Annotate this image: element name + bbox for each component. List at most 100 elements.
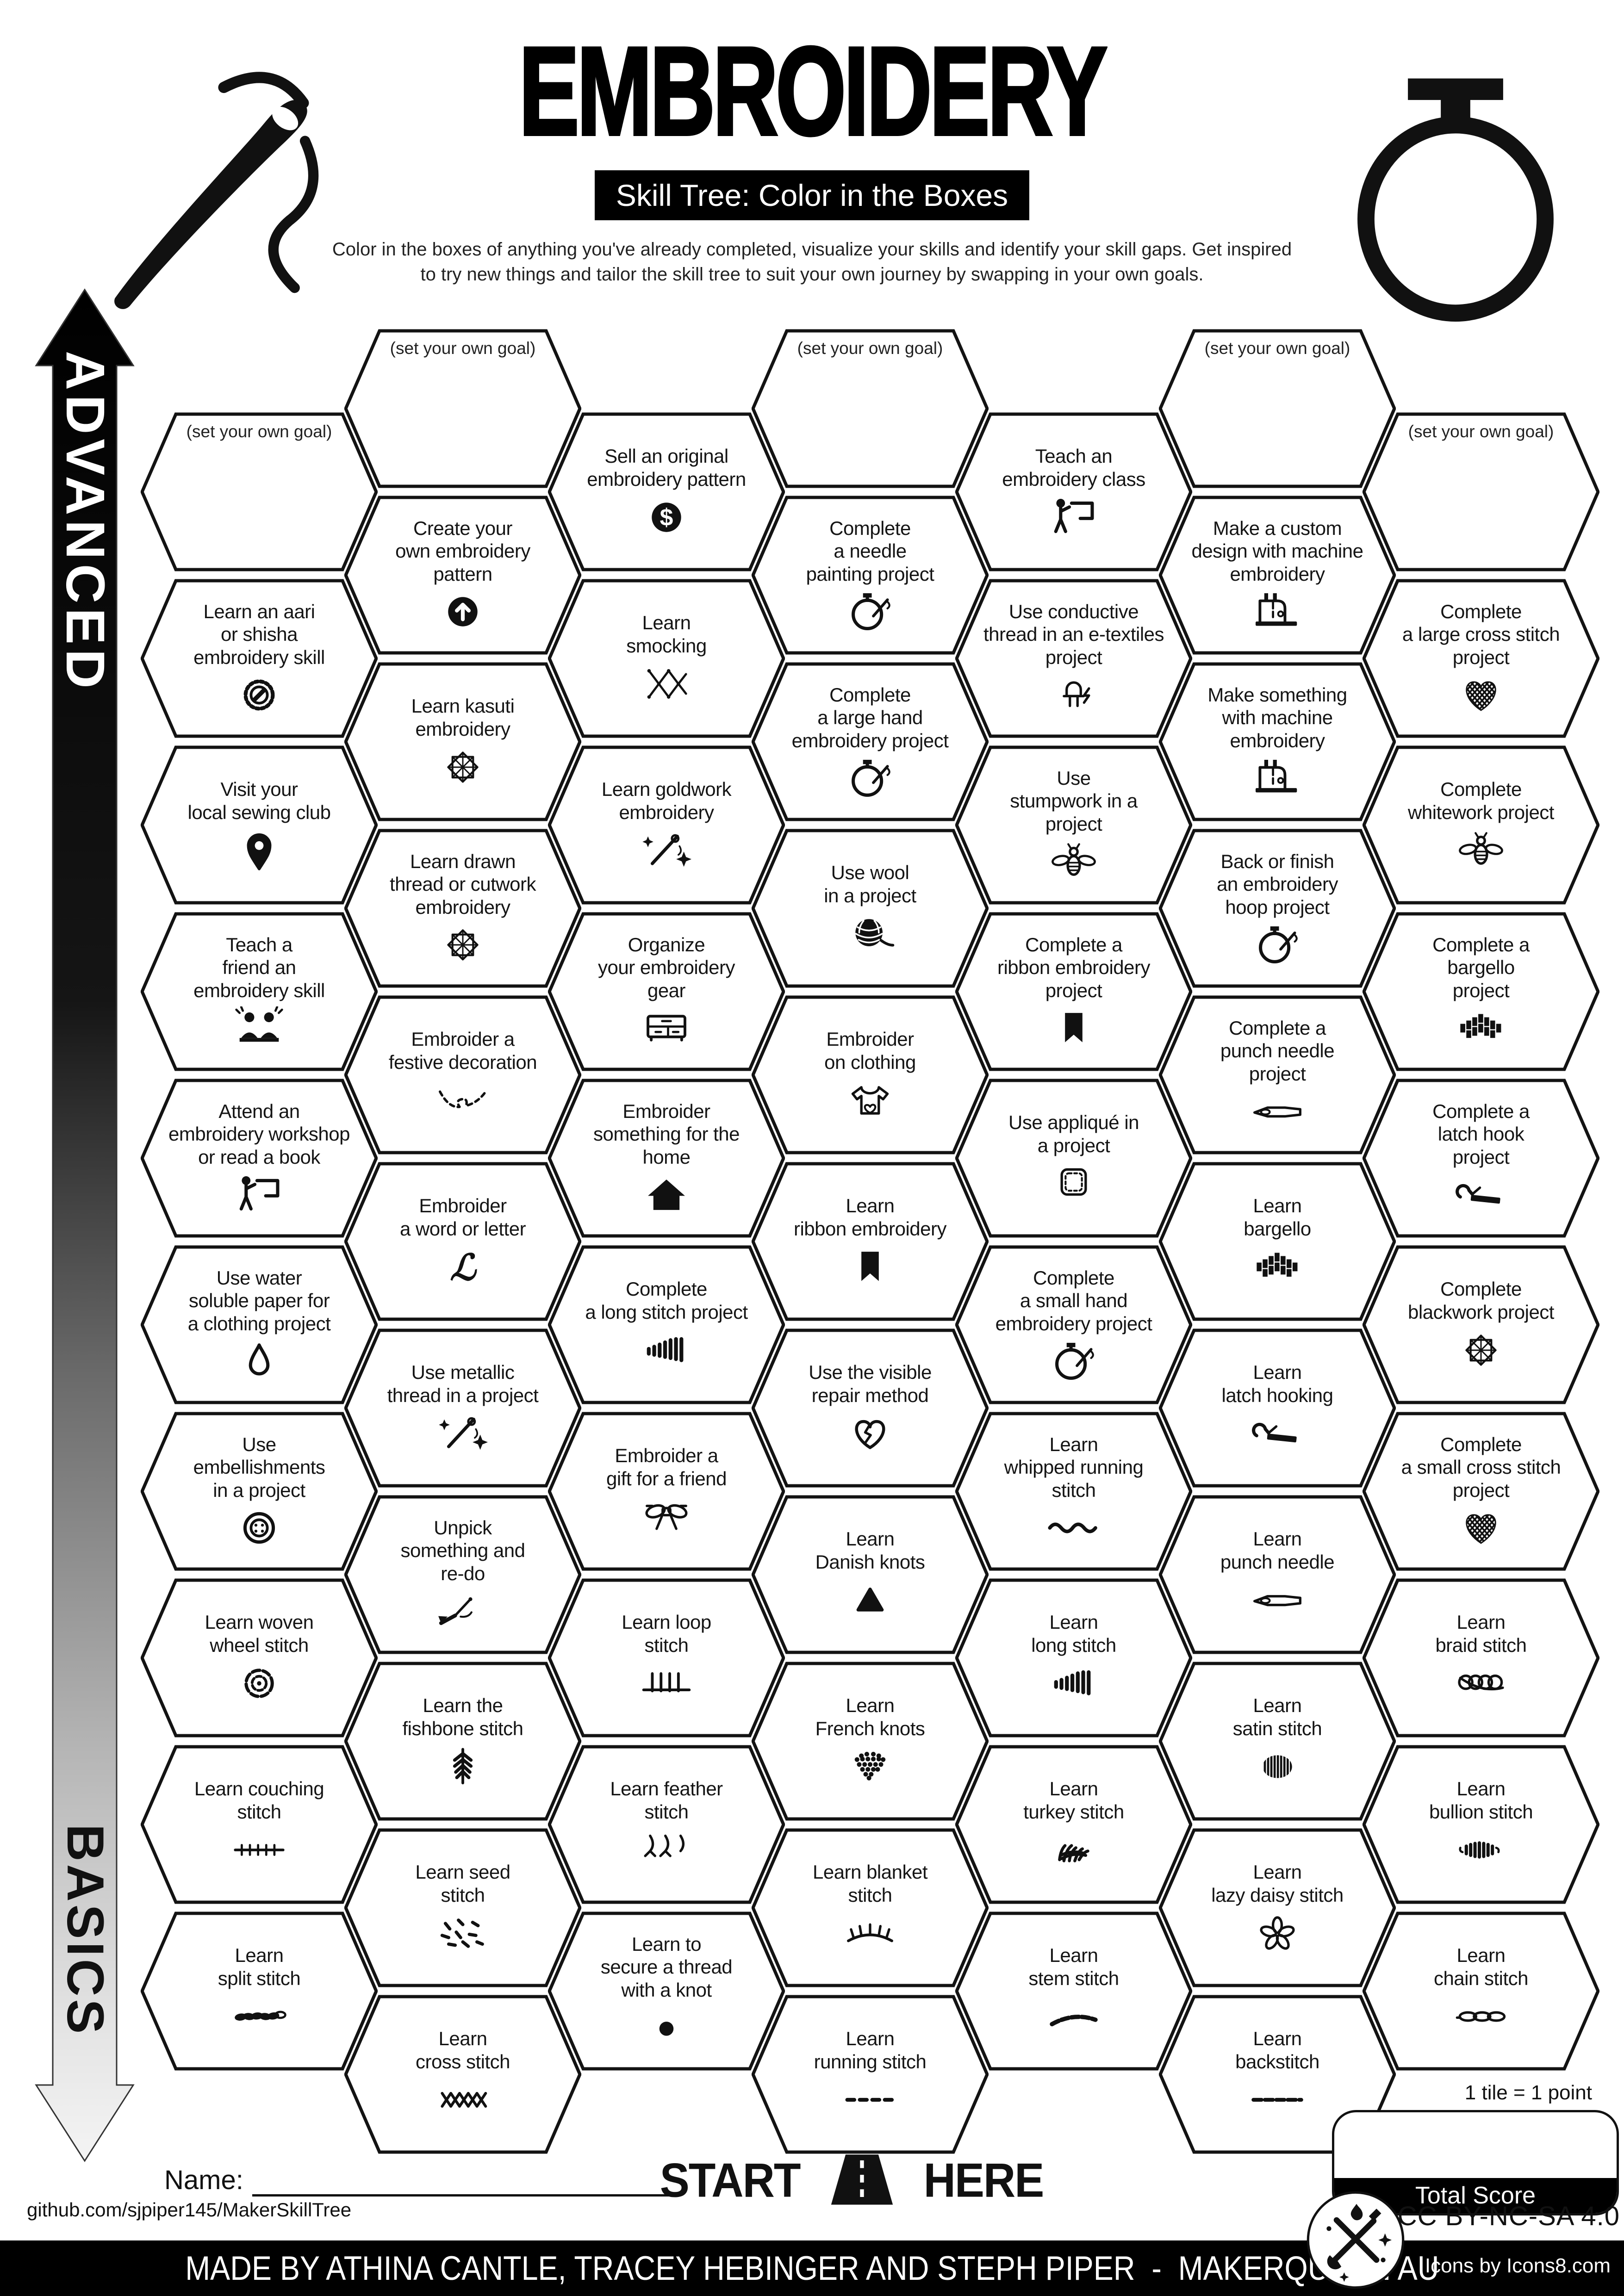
skill-tile-use-stumpwork-in-a-project[interactable]: Use stumpwork in a project bbox=[955, 744, 1192, 906]
name-input-line[interactable] bbox=[252, 2194, 677, 2197]
skill-tile-learn-turkey-stitch[interactable]: Learn turkey stitch bbox=[955, 1744, 1192, 1905]
skill-tile-learn-split-stitch[interactable]: Learn split stitch bbox=[141, 1910, 378, 2072]
skill-tile-learn-lazy-daisy-stitch[interactable]: Learn lazy daisy stitch bbox=[1159, 1827, 1396, 1989]
skill-tile-complete-blackwork-project[interactable]: Complete blackwork project bbox=[1363, 1244, 1599, 1406]
skill-tile-complete-a-needle-painting-project[interactable]: Complete a needle painting project bbox=[752, 494, 989, 656]
skill-tile-complete-a-small-cross-stitch-project[interactable]: Complete a small cross stitch project bbox=[1363, 1410, 1599, 1572]
skill-tile-complete-a-long-stitch-project[interactable]: Complete a long stitch project bbox=[548, 1244, 785, 1406]
skill-tile-embroider-something-for-the-home[interactable]: Embroider something for the home bbox=[548, 1077, 785, 1239]
skill-tile-learn-smocking[interactable]: Learn smocking bbox=[548, 577, 785, 739]
skill-tile-use-embellishments-in-a-project[interactable]: Use embellishments in a project bbox=[141, 1410, 378, 1572]
stem-stitch-icon bbox=[1041, 1995, 1107, 2038]
skill-tile-learn-ribbon-embroidery[interactable]: Learn ribbon embroidery bbox=[752, 1160, 989, 1322]
skill-tile-use-water-soluble-paper-for-a-clothing-project[interactable]: Use water soluble paper for a clothing p… bbox=[141, 1244, 378, 1406]
skill-tile-learn-long-stitch[interactable]: Learn long stitch bbox=[955, 1577, 1192, 1739]
skill-tile-learn-to-secure-a-thread-with-a-knot[interactable]: Learn to secure a thread with a knot bbox=[548, 1910, 785, 2072]
skill-tile-label: Learn latch hooking bbox=[1221, 1361, 1333, 1406]
skill-tile-learn-kasuti-embroidery[interactable]: Learn kasuti embroidery bbox=[344, 661, 581, 823]
skill-tile-learn-cross-stitch[interactable]: Learn cross stitch bbox=[344, 1993, 581, 2155]
house-icon bbox=[634, 1173, 699, 1216]
skill-tile-learn-bullion-stitch[interactable]: Learn bullion stitch bbox=[1363, 1744, 1599, 1905]
skill-tile-complete-a-large-hand-embroidery-project[interactable]: Complete a large hand embroidery project bbox=[752, 661, 989, 823]
skill-tile-set-your-own-goal[interactable]: (set your own goal) bbox=[141, 411, 378, 573]
skill-tile-learn-an-aari-or-shisha-embroidery-skill[interactable]: Learn an aari or shisha embroidery skill bbox=[141, 577, 378, 739]
hex-outline bbox=[955, 412, 1192, 571]
skill-tile-learn-drawn-thread-or-cutwork-embroidery[interactable]: Learn drawn thread or cutwork embroidery bbox=[344, 827, 581, 989]
skill-tile-learn-french-knots[interactable]: Learn French knots bbox=[752, 1660, 989, 1822]
skill-tile-learn-blanket-stitch[interactable]: Learn blanket stitch bbox=[752, 1827, 989, 1989]
skill-tile-label: Unpick something and re-do bbox=[400, 1516, 525, 1584]
hex-outline bbox=[752, 1828, 989, 1987]
skill-tile-learn-feather-stitch[interactable]: Learn feather stitch bbox=[548, 1744, 785, 1905]
skill-tile-make-a-custom-design-with-machine-embroidery[interactable]: Make a custom design with machine embroi… bbox=[1159, 494, 1396, 656]
skill-tile-label: Learn French knots bbox=[815, 1694, 925, 1739]
skill-tile-learn-danish-knots[interactable]: Learn Danish knots bbox=[752, 1494, 989, 1656]
loop-stitch-icon bbox=[634, 1662, 699, 1705]
skill-tile-complete-a-large-cross-stitch-project[interactable]: Complete a large cross stitch project bbox=[1363, 577, 1599, 739]
bargello-icon bbox=[1448, 1006, 1514, 1050]
wool-ball-icon bbox=[837, 912, 903, 956]
skill-tile-use-wool-in-a-project[interactable]: Use wool in a project bbox=[752, 827, 989, 989]
skill-tile-learn-braid-stitch[interactable]: Learn braid stitch bbox=[1363, 1577, 1599, 1739]
skill-tile-attend-an-embroidery-workshop-or-read-a-book[interactable]: Attend an embroidery workshop or read a … bbox=[141, 1077, 378, 1239]
skill-tile-set-your-own-goal[interactable]: (set your own goal) bbox=[1159, 328, 1396, 490]
skill-tile-learn-stem-stitch[interactable]: Learn stem stitch bbox=[955, 1910, 1192, 2072]
skill-tile-learn-punch-needle[interactable]: Learn punch needle bbox=[1159, 1494, 1396, 1656]
hex-outline bbox=[344, 662, 581, 821]
skill-tile-learn-backstitch[interactable]: Learn backstitch bbox=[1159, 1993, 1396, 2155]
hex-outline bbox=[1159, 829, 1396, 988]
skill-tile-use-appliqu-in-a-project[interactable]: Use appliqué in a project bbox=[955, 1077, 1192, 1239]
skill-tile-label: Use stumpwork in a project bbox=[1010, 767, 1138, 835]
skill-tile-teach-an-embroidery-class[interactable]: Teach an embroidery class bbox=[955, 411, 1192, 573]
skill-tile-label: Embroider a gift for a friend bbox=[606, 1445, 727, 1489]
skill-tile-use-conductive-thread-in-an-e-textiles-project[interactable]: Use conductive thread in an e-textiles p… bbox=[955, 577, 1192, 739]
skill-tile-learn-goldwork-embroidery[interactable]: Learn goldwork embroidery bbox=[548, 744, 785, 906]
skill-tile-label: Create your own embroidery pattern bbox=[395, 517, 530, 585]
skill-tile-visit-your-local-sewing-club[interactable]: Visit your local sewing club bbox=[141, 744, 378, 906]
bee-icon bbox=[1448, 829, 1514, 872]
hex-outline bbox=[752, 496, 989, 655]
skill-tile-embroider-on-clothing[interactable]: Embroider on clothing bbox=[752, 994, 989, 1156]
skill-tile-learn-bargello[interactable]: Learn bargello bbox=[1159, 1160, 1396, 1322]
skill-tile-sell-an-original-embroidery-pattern[interactable]: Sell an original embroidery pattern $ bbox=[548, 411, 785, 573]
hoop-needle-icon bbox=[837, 590, 903, 633]
skill-tile-complete-a-ribbon-embroidery-project[interactable]: Complete a ribbon embroidery project bbox=[955, 911, 1192, 1073]
skill-tile-unpick-something-and-re-do[interactable]: Unpick something and re-do bbox=[344, 1494, 581, 1656]
skill-tile-make-something-with-machine-embroidery[interactable]: Make something with machine embroidery bbox=[1159, 661, 1396, 823]
skill-tile-complete-a-small-hand-embroidery-project[interactable]: Complete a small hand embroidery project bbox=[955, 1244, 1192, 1406]
skill-tile-complete-a-punch-needle-project[interactable]: Complete a punch needle project bbox=[1159, 994, 1396, 1156]
skill-tile-use-the-visible-repair-method[interactable]: Use the visible repair method bbox=[752, 1327, 989, 1489]
skill-tile-complete-a-latch-hook-project[interactable]: Complete a latch hook project bbox=[1363, 1077, 1599, 1239]
skill-tile-learn-satin-stitch[interactable]: Learn satin stitch bbox=[1159, 1660, 1396, 1822]
skill-tile-learn-the-fishbone-stitch[interactable]: Learn the fishbone stitch bbox=[344, 1660, 581, 1822]
skill-tile-organize-your-embroidery-gear[interactable]: Organize your embroidery gear bbox=[548, 911, 785, 1073]
long-stitch-icon bbox=[1041, 1662, 1107, 1705]
skill-tile-embroider-a-word-or-letter[interactable]: Embroider a word or letter ℒ bbox=[344, 1160, 581, 1322]
hex-outline bbox=[344, 1162, 581, 1321]
skill-tile-learn-woven-wheel-stitch[interactable]: Learn woven wheel stitch bbox=[141, 1577, 378, 1739]
skill-tile-set-your-own-goal[interactable]: (set your own goal) bbox=[1363, 411, 1599, 573]
skill-tile-learn-couching-stitch[interactable]: Learn couching stitch bbox=[141, 1744, 378, 1905]
cross-stitch-heart-icon bbox=[1448, 673, 1514, 717]
hex-outline bbox=[1363, 1079, 1599, 1238]
skill-tile-learn-chain-stitch[interactable]: Learn chain stitch bbox=[1363, 1910, 1599, 2072]
skill-tile-complete-whitework-project[interactable]: Complete whitework project bbox=[1363, 744, 1599, 906]
skill-tile-learn-latch-hooking[interactable]: Learn latch hooking bbox=[1159, 1327, 1396, 1489]
skill-tile-back-or-finish-an-embroidery-hoop-project[interactable]: Back or finish an embroidery hoop projec… bbox=[1159, 827, 1396, 989]
skill-tile-label: Learn an aari or shisha embroidery skill bbox=[193, 600, 325, 668]
skill-tile-learn-whipped-running-stitch[interactable]: Learn whipped running stitch bbox=[955, 1410, 1192, 1572]
satin-stitch-icon bbox=[1244, 1745, 1310, 1788]
skill-tile-label: Embroider on clothing bbox=[824, 1028, 916, 1073]
skill-tile-complete-a-bargello-project[interactable]: Complete a bargello project bbox=[1363, 911, 1599, 1073]
skill-tile-use-metallic-thread-in-a-project[interactable]: Use metallic thread in a project bbox=[344, 1327, 581, 1489]
skill-tile-embroider-a-festive-decoration[interactable]: Embroider a festive decoration bbox=[344, 994, 581, 1156]
skill-tile-learn-loop-stitch[interactable]: Learn loop stitch bbox=[548, 1577, 785, 1739]
skill-tile-create-your-own-embroidery-pattern[interactable]: Create your own embroidery pattern bbox=[344, 494, 581, 656]
skill-tile-embroider-a-gift-for-a-friend[interactable]: Embroider a gift for a friend bbox=[548, 1410, 785, 1572]
skill-tile-set-your-own-goal[interactable]: (set your own goal) bbox=[752, 328, 989, 490]
seed-stitch-icon bbox=[430, 1911, 496, 1955]
skill-tile-learn-seed-stitch[interactable]: Learn seed stitch bbox=[344, 1827, 581, 1989]
skill-tile-learn-running-stitch[interactable]: Learn running stitch bbox=[752, 1993, 989, 2155]
skill-tile-teach-a-friend-an-embroidery-skill[interactable]: Teach a friend an embroidery skill bbox=[141, 911, 378, 1073]
skill-tile-set-your-own-goal[interactable]: (set your own goal) bbox=[344, 328, 581, 490]
